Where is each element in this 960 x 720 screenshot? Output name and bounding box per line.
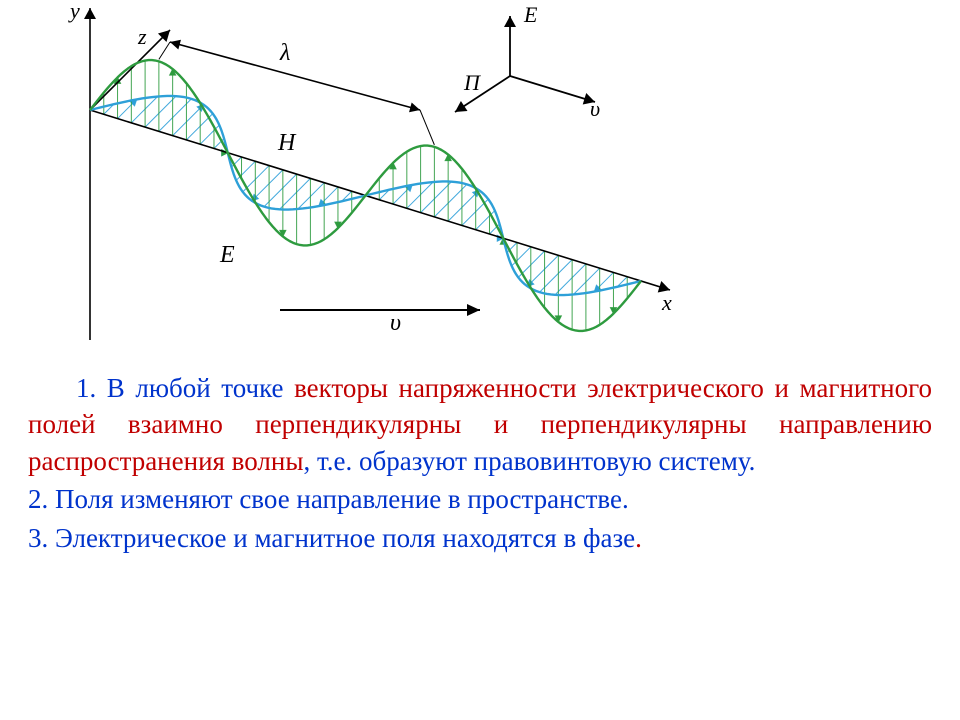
p3-text: 3. Электрическое и магнитное поля находя… [28, 523, 635, 553]
caption-block: 1. В любой точке векторы напряженности э… [28, 370, 932, 558]
p3-dot: . [635, 523, 642, 553]
svg-text:λ: λ [279, 40, 290, 66]
svg-text:H⃗: H⃗ [277, 130, 314, 156]
svg-text:x: x [661, 290, 672, 315]
p1-suffix: , т.е. образуют правовинтовую систему. [303, 446, 755, 476]
caption-line-2: 2. Поля изменяют свое направление в прос… [28, 481, 932, 517]
svg-text:υ⃗: υ⃗ [590, 96, 617, 121]
svg-text:z: z [137, 24, 147, 49]
caption-line-3: 3. Электрическое и магнитное поля находя… [28, 520, 932, 556]
svg-text:Π⃗: Π⃗ [463, 70, 497, 95]
p1-prefix: 1. В любой точке [76, 373, 294, 403]
page-root: y z x λ υ⃗ E⃗ H⃗ E⃗ Π⃗ υ⃗ 1. В любой точке вектор… [0, 0, 960, 720]
em-wave-svg: y z x λ υ⃗ E⃗ H⃗ E⃗ Π⃗ υ⃗ [10, 0, 700, 355]
svg-text:E⃗: E⃗ [219, 242, 253, 268]
svg-text:E⃗: E⃗ [523, 2, 555, 27]
svg-text:y: y [68, 0, 80, 23]
p2-text: 2. Поля изменяют свое направление в прос… [28, 484, 629, 514]
svg-text:υ⃗: υ⃗ [390, 310, 420, 336]
caption-line-1: 1. В любой точке векторы напряженности э… [28, 370, 932, 479]
em-wave-diagram: y z x λ υ⃗ E⃗ H⃗ E⃗ Π⃗ υ⃗ [0, 0, 960, 360]
